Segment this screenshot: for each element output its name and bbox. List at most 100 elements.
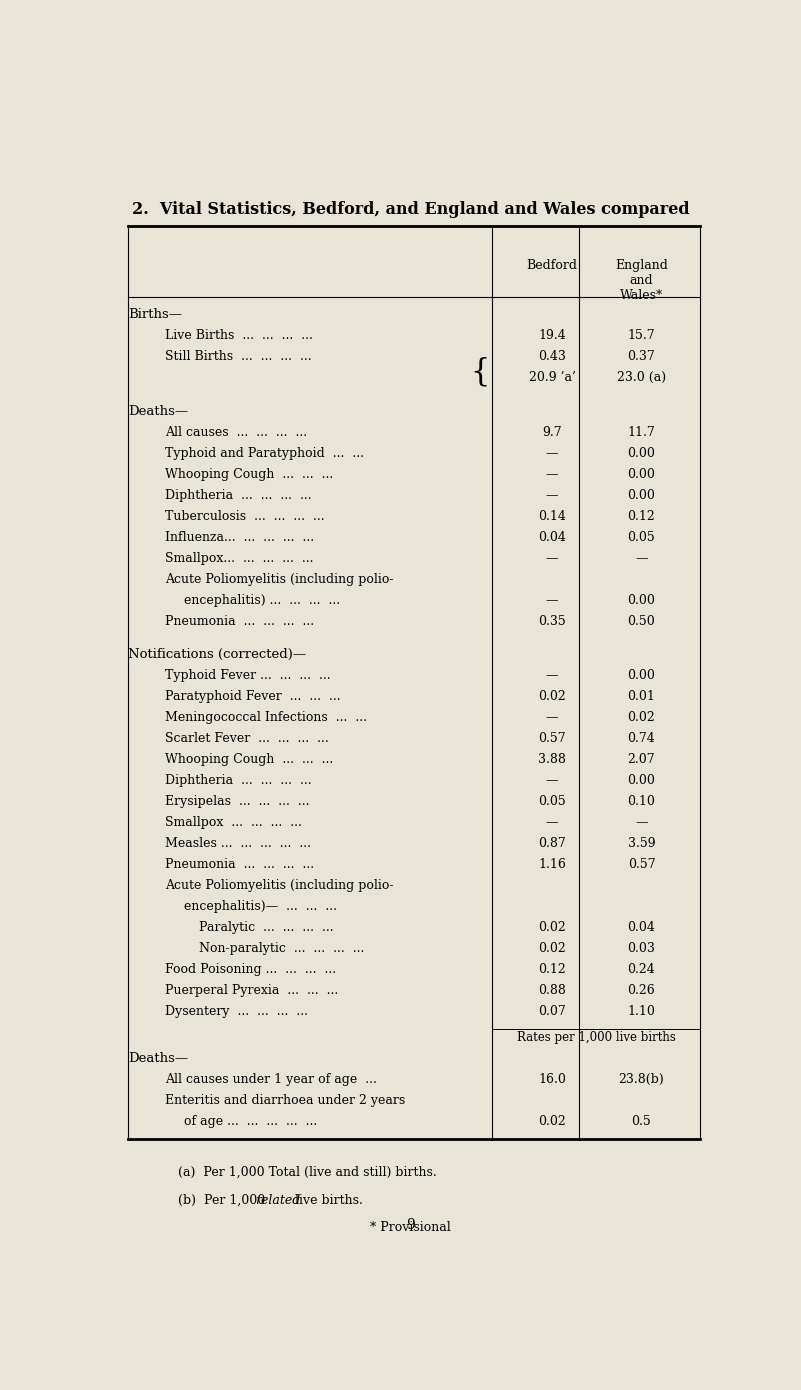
Text: 0.50: 0.50 <box>627 614 655 628</box>
Text: 0.05: 0.05 <box>627 531 655 543</box>
Text: Tuberculosis  ...  ...  ...  ...: Tuberculosis ... ... ... ... <box>165 510 325 523</box>
Text: live births.: live births. <box>291 1194 363 1207</box>
Text: Typhoid and Paratyphoid  ...  ...: Typhoid and Paratyphoid ... ... <box>165 446 364 460</box>
Text: 0.87: 0.87 <box>538 837 566 851</box>
Text: Meningococcal Infections  ...  ...: Meningococcal Infections ... ... <box>165 712 368 724</box>
Text: 19.4: 19.4 <box>538 329 566 342</box>
Text: —: — <box>545 670 558 682</box>
Text: Whooping Cough  ...  ...  ...: Whooping Cough ... ... ... <box>165 468 333 481</box>
Text: 11.7: 11.7 <box>627 425 655 439</box>
Text: 0.24: 0.24 <box>627 963 655 976</box>
Text: {: { <box>470 356 489 388</box>
Text: Pneumonia  ...  ...  ...  ...: Pneumonia ... ... ... ... <box>165 858 315 872</box>
Text: Food Poisoning ...  ...  ...  ...: Food Poisoning ... ... ... ... <box>165 963 336 976</box>
Text: Deaths—: Deaths— <box>128 404 188 418</box>
Text: 0.03: 0.03 <box>627 942 655 955</box>
Text: Deaths—: Deaths— <box>128 1052 188 1065</box>
Text: * Provisional: * Provisional <box>370 1220 451 1234</box>
Text: Non-paralytic  ...  ...  ...  ...: Non-paralytic ... ... ... ... <box>199 942 364 955</box>
Text: Births—: Births— <box>128 309 182 321</box>
Text: 0.12: 0.12 <box>538 963 566 976</box>
Text: 0.14: 0.14 <box>538 510 566 523</box>
Text: 1.16: 1.16 <box>538 858 566 872</box>
Text: 0.04: 0.04 <box>627 922 655 934</box>
Text: Influenza...  ...  ...  ...  ...: Influenza... ... ... ... ... <box>165 531 315 543</box>
Text: 9: 9 <box>406 1218 415 1232</box>
Text: of age ...  ...  ...  ...  ...: of age ... ... ... ... ... <box>184 1115 317 1129</box>
Text: 0.00: 0.00 <box>627 774 655 787</box>
Text: England
and
Wales*: England and Wales* <box>615 259 668 302</box>
Text: Enteritis and diarrhoea under 2 years: Enteritis and diarrhoea under 2 years <box>165 1094 405 1108</box>
Text: (a)  Per 1,000 Total (live and still) births.: (a) Per 1,000 Total (live and still) bir… <box>178 1166 437 1179</box>
Text: Scarlet Fever  ...  ...  ...  ...: Scarlet Fever ... ... ... ... <box>165 733 329 745</box>
Text: Still Births  ...  ...  ...  ...: Still Births ... ... ... ... <box>165 350 312 363</box>
Text: 0.26: 0.26 <box>627 984 655 997</box>
Text: 15.7: 15.7 <box>628 329 655 342</box>
Text: 0.02: 0.02 <box>538 691 566 703</box>
Text: 0.01: 0.01 <box>627 691 655 703</box>
Text: 0.04: 0.04 <box>538 531 566 543</box>
Text: Rates per 1,000 live births: Rates per 1,000 live births <box>517 1031 676 1044</box>
Text: related: related <box>256 1194 300 1207</box>
Text: Whooping Cough  ...  ...  ...: Whooping Cough ... ... ... <box>165 753 333 766</box>
Text: 20.9 ’a’: 20.9 ’a’ <box>529 371 575 384</box>
Text: 0.37: 0.37 <box>627 350 655 363</box>
Text: 2.07: 2.07 <box>628 753 655 766</box>
Text: 3.88: 3.88 <box>538 753 566 766</box>
Text: 0.43: 0.43 <box>538 350 566 363</box>
Text: encephalitis) ...  ...  ...  ...: encephalitis) ... ... ... ... <box>184 594 340 606</box>
Text: 0.57: 0.57 <box>628 858 655 872</box>
Text: Bedford: Bedford <box>526 259 578 272</box>
Text: All causes  ...  ...  ...  ...: All causes ... ... ... ... <box>165 425 308 439</box>
Text: 0.12: 0.12 <box>627 510 655 523</box>
Text: 0.02: 0.02 <box>538 942 566 955</box>
Text: Diphtheria  ...  ...  ...  ...: Diphtheria ... ... ... ... <box>165 774 312 787</box>
Text: —: — <box>545 446 558 460</box>
Text: 1.10: 1.10 <box>627 1005 655 1017</box>
Text: 23.8(b): 23.8(b) <box>618 1073 664 1087</box>
Text: Acute Poliomyelitis (including polio-: Acute Poliomyelitis (including polio- <box>165 573 394 585</box>
Text: Erysipelas  ...  ...  ...  ...: Erysipelas ... ... ... ... <box>165 795 310 808</box>
Text: 0.88: 0.88 <box>538 984 566 997</box>
Text: 0.00: 0.00 <box>627 489 655 502</box>
Text: 0.02: 0.02 <box>627 712 655 724</box>
Text: 0.35: 0.35 <box>538 614 566 628</box>
Text: 0.00: 0.00 <box>627 670 655 682</box>
Text: —: — <box>545 468 558 481</box>
Text: Live Births  ...  ...  ...  ...: Live Births ... ... ... ... <box>165 329 313 342</box>
Text: —: — <box>545 816 558 830</box>
Text: —: — <box>635 552 648 564</box>
Text: 23.0 (a): 23.0 (a) <box>617 371 666 384</box>
Text: encephalitis)—  ...  ...  ...: encephalitis)— ... ... ... <box>184 901 337 913</box>
Text: 0.07: 0.07 <box>538 1005 566 1017</box>
Text: 0.00: 0.00 <box>627 468 655 481</box>
Text: 2.  Vital Statistics, Bedford, and England and Wales compared: 2. Vital Statistics, Bedford, and Englan… <box>131 202 690 218</box>
Text: Acute Poliomyelitis (including polio-: Acute Poliomyelitis (including polio- <box>165 880 394 892</box>
Text: 0.10: 0.10 <box>627 795 655 808</box>
Text: —: — <box>545 594 558 606</box>
Text: Paratyphoid Fever  ...  ...  ...: Paratyphoid Fever ... ... ... <box>165 691 341 703</box>
Text: Notifications (corrected)—: Notifications (corrected)— <box>128 648 306 662</box>
Text: —: — <box>545 774 558 787</box>
Text: 3.59: 3.59 <box>628 837 655 851</box>
Text: 0.74: 0.74 <box>627 733 655 745</box>
Text: 0.05: 0.05 <box>538 795 566 808</box>
Text: 0.57: 0.57 <box>538 733 566 745</box>
Text: 9.7: 9.7 <box>542 425 562 439</box>
Text: Typhoid Fever ...  ...  ...  ...: Typhoid Fever ... ... ... ... <box>165 670 331 682</box>
Text: Puerperal Pyrexia  ...  ...  ...: Puerperal Pyrexia ... ... ... <box>165 984 339 997</box>
Text: Dysentery  ...  ...  ...  ...: Dysentery ... ... ... ... <box>165 1005 308 1017</box>
Text: Paralytic  ...  ...  ...  ...: Paralytic ... ... ... ... <box>199 922 334 934</box>
Text: (b)  Per 1,000: (b) Per 1,000 <box>178 1194 269 1207</box>
Text: Smallpox...  ...  ...  ...  ...: Smallpox... ... ... ... ... <box>165 552 314 564</box>
Text: 0.5: 0.5 <box>631 1115 651 1129</box>
Text: —: — <box>545 712 558 724</box>
Text: Diphtheria  ...  ...  ...  ...: Diphtheria ... ... ... ... <box>165 489 312 502</box>
Text: Measles ...  ...  ...  ...  ...: Measles ... ... ... ... ... <box>165 837 312 851</box>
Text: 0.00: 0.00 <box>627 446 655 460</box>
Text: Pneumonia  ...  ...  ...  ...: Pneumonia ... ... ... ... <box>165 614 315 628</box>
Text: 0.00: 0.00 <box>627 594 655 606</box>
Text: —: — <box>545 489 558 502</box>
Text: 0.02: 0.02 <box>538 1115 566 1129</box>
Text: 0.02: 0.02 <box>538 922 566 934</box>
